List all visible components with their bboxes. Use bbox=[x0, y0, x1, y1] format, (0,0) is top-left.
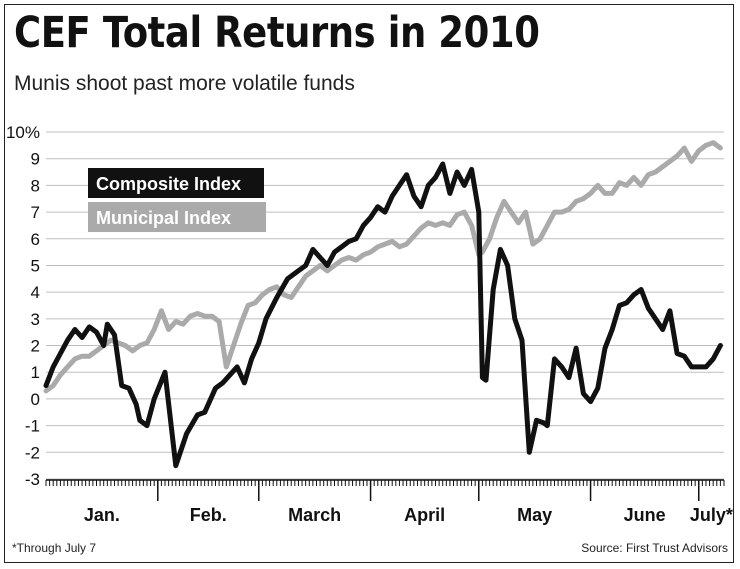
x-month-label: Jan. bbox=[84, 505, 120, 525]
y-tick-label: 10% bbox=[6, 123, 40, 142]
x-month-label: May bbox=[517, 505, 552, 525]
y-tick-label: 2 bbox=[31, 337, 40, 356]
chart-subtitle: Munis shoot past more volatile funds bbox=[14, 72, 355, 95]
x-month-label: April bbox=[404, 505, 445, 525]
y-tick-label: 5 bbox=[31, 256, 40, 275]
x-month-label: June bbox=[624, 505, 666, 525]
series-line-composite-index bbox=[43, 161, 723, 469]
source-credit: Source: First Trust Advisors bbox=[581, 541, 728, 555]
legend-label: Composite Index bbox=[96, 174, 241, 194]
y-tick-label: 7 bbox=[31, 203, 40, 222]
y-tick-label: 8 bbox=[31, 176, 40, 195]
y-tick-label: 1 bbox=[31, 363, 40, 382]
chart-title: CEF Total Returns in 2010 bbox=[14, 8, 540, 58]
x-month-label: Feb. bbox=[190, 505, 227, 525]
legend-swatch bbox=[88, 202, 266, 232]
footnote: *Through July 7 bbox=[12, 541, 97, 555]
y-tick-label: 6 bbox=[31, 230, 40, 249]
x-month-label: July* bbox=[690, 505, 733, 525]
series-line-municipal-index bbox=[43, 140, 723, 394]
y-tick-label: 4 bbox=[31, 283, 40, 302]
y-tick-label: 9 bbox=[31, 150, 40, 169]
x-month-label: March bbox=[288, 505, 341, 525]
y-tick-label: -1 bbox=[25, 417, 40, 436]
legend-label: Municipal Index bbox=[96, 208, 231, 228]
y-tick-label: 0 bbox=[31, 390, 40, 409]
chart-frame bbox=[4, 4, 734, 563]
y-tick-label: -2 bbox=[25, 443, 40, 462]
y-tick-label: -3 bbox=[25, 470, 40, 489]
legend-swatch bbox=[88, 168, 264, 198]
y-tick-label: 3 bbox=[31, 310, 40, 329]
